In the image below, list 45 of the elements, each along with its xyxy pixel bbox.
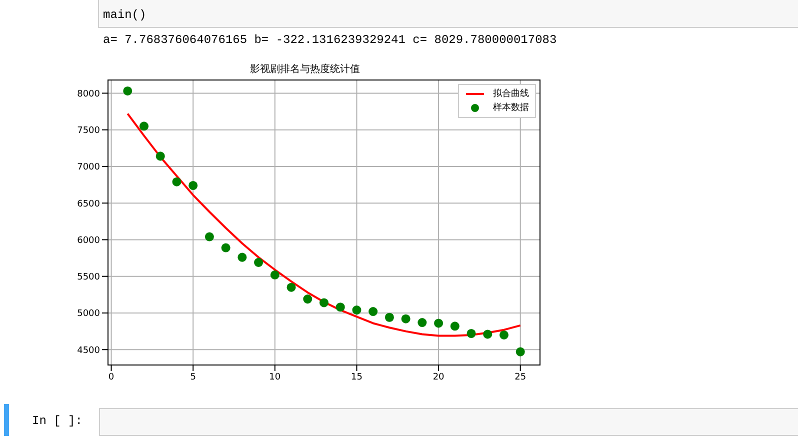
point — [254, 258, 264, 267]
point — [221, 243, 230, 252]
y-tick-label: 7500 — [77, 126, 100, 136]
x-tick-label: 5 — [190, 372, 196, 382]
x-tick-label: 25 — [514, 372, 526, 382]
y-tick-label: 7000 — [77, 162, 100, 173]
point — [204, 232, 214, 242]
point — [286, 282, 296, 292]
point — [238, 252, 247, 262]
point — [499, 330, 509, 340]
legend-label: 拟合曲线 — [493, 88, 529, 101]
y-tick-label: 6000 — [77, 236, 100, 246]
point — [466, 328, 476, 338]
y-tick-label: 8000 — [77, 89, 100, 100]
x-tick-label: 20 — [432, 372, 445, 382]
x-tick-label: 15 — [351, 372, 362, 382]
y-tick-label: 5500 — [77, 272, 100, 283]
y-tick-label: 4500 — [77, 346, 100, 356]
point — [336, 302, 345, 312]
point — [434, 318, 444, 328]
point — [384, 312, 394, 322]
y-tick-label: 5000 — [77, 309, 100, 320]
point — [139, 122, 149, 131]
text: In [ ]: — [32, 414, 82, 428]
point — [352, 306, 362, 315]
point — [401, 314, 410, 324]
point — [319, 298, 329, 308]
point — [450, 322, 460, 331]
legend-label: 样本数据 — [493, 102, 529, 115]
point — [303, 294, 312, 304]
point — [368, 307, 378, 316]
x-tick-label: 10 — [269, 372, 281, 382]
point — [188, 180, 198, 190]
point — [483, 330, 492, 339]
point — [123, 86, 132, 96]
text: main() — [103, 8, 146, 22]
x-tick-label: 0 — [108, 372, 114, 382]
chart-title: 影视剧排名与热度统计值 — [249, 62, 361, 76]
text: a= 7.768376064076165 b= -322.1316239329241 c= 8029.780000017083 — [103, 33, 557, 47]
point — [418, 318, 427, 328]
point — [516, 347, 525, 356]
point — [172, 177, 182, 186]
y-tick-label: 6500 — [77, 199, 100, 210]
point — [156, 152, 165, 161]
point — [270, 270, 280, 280]
